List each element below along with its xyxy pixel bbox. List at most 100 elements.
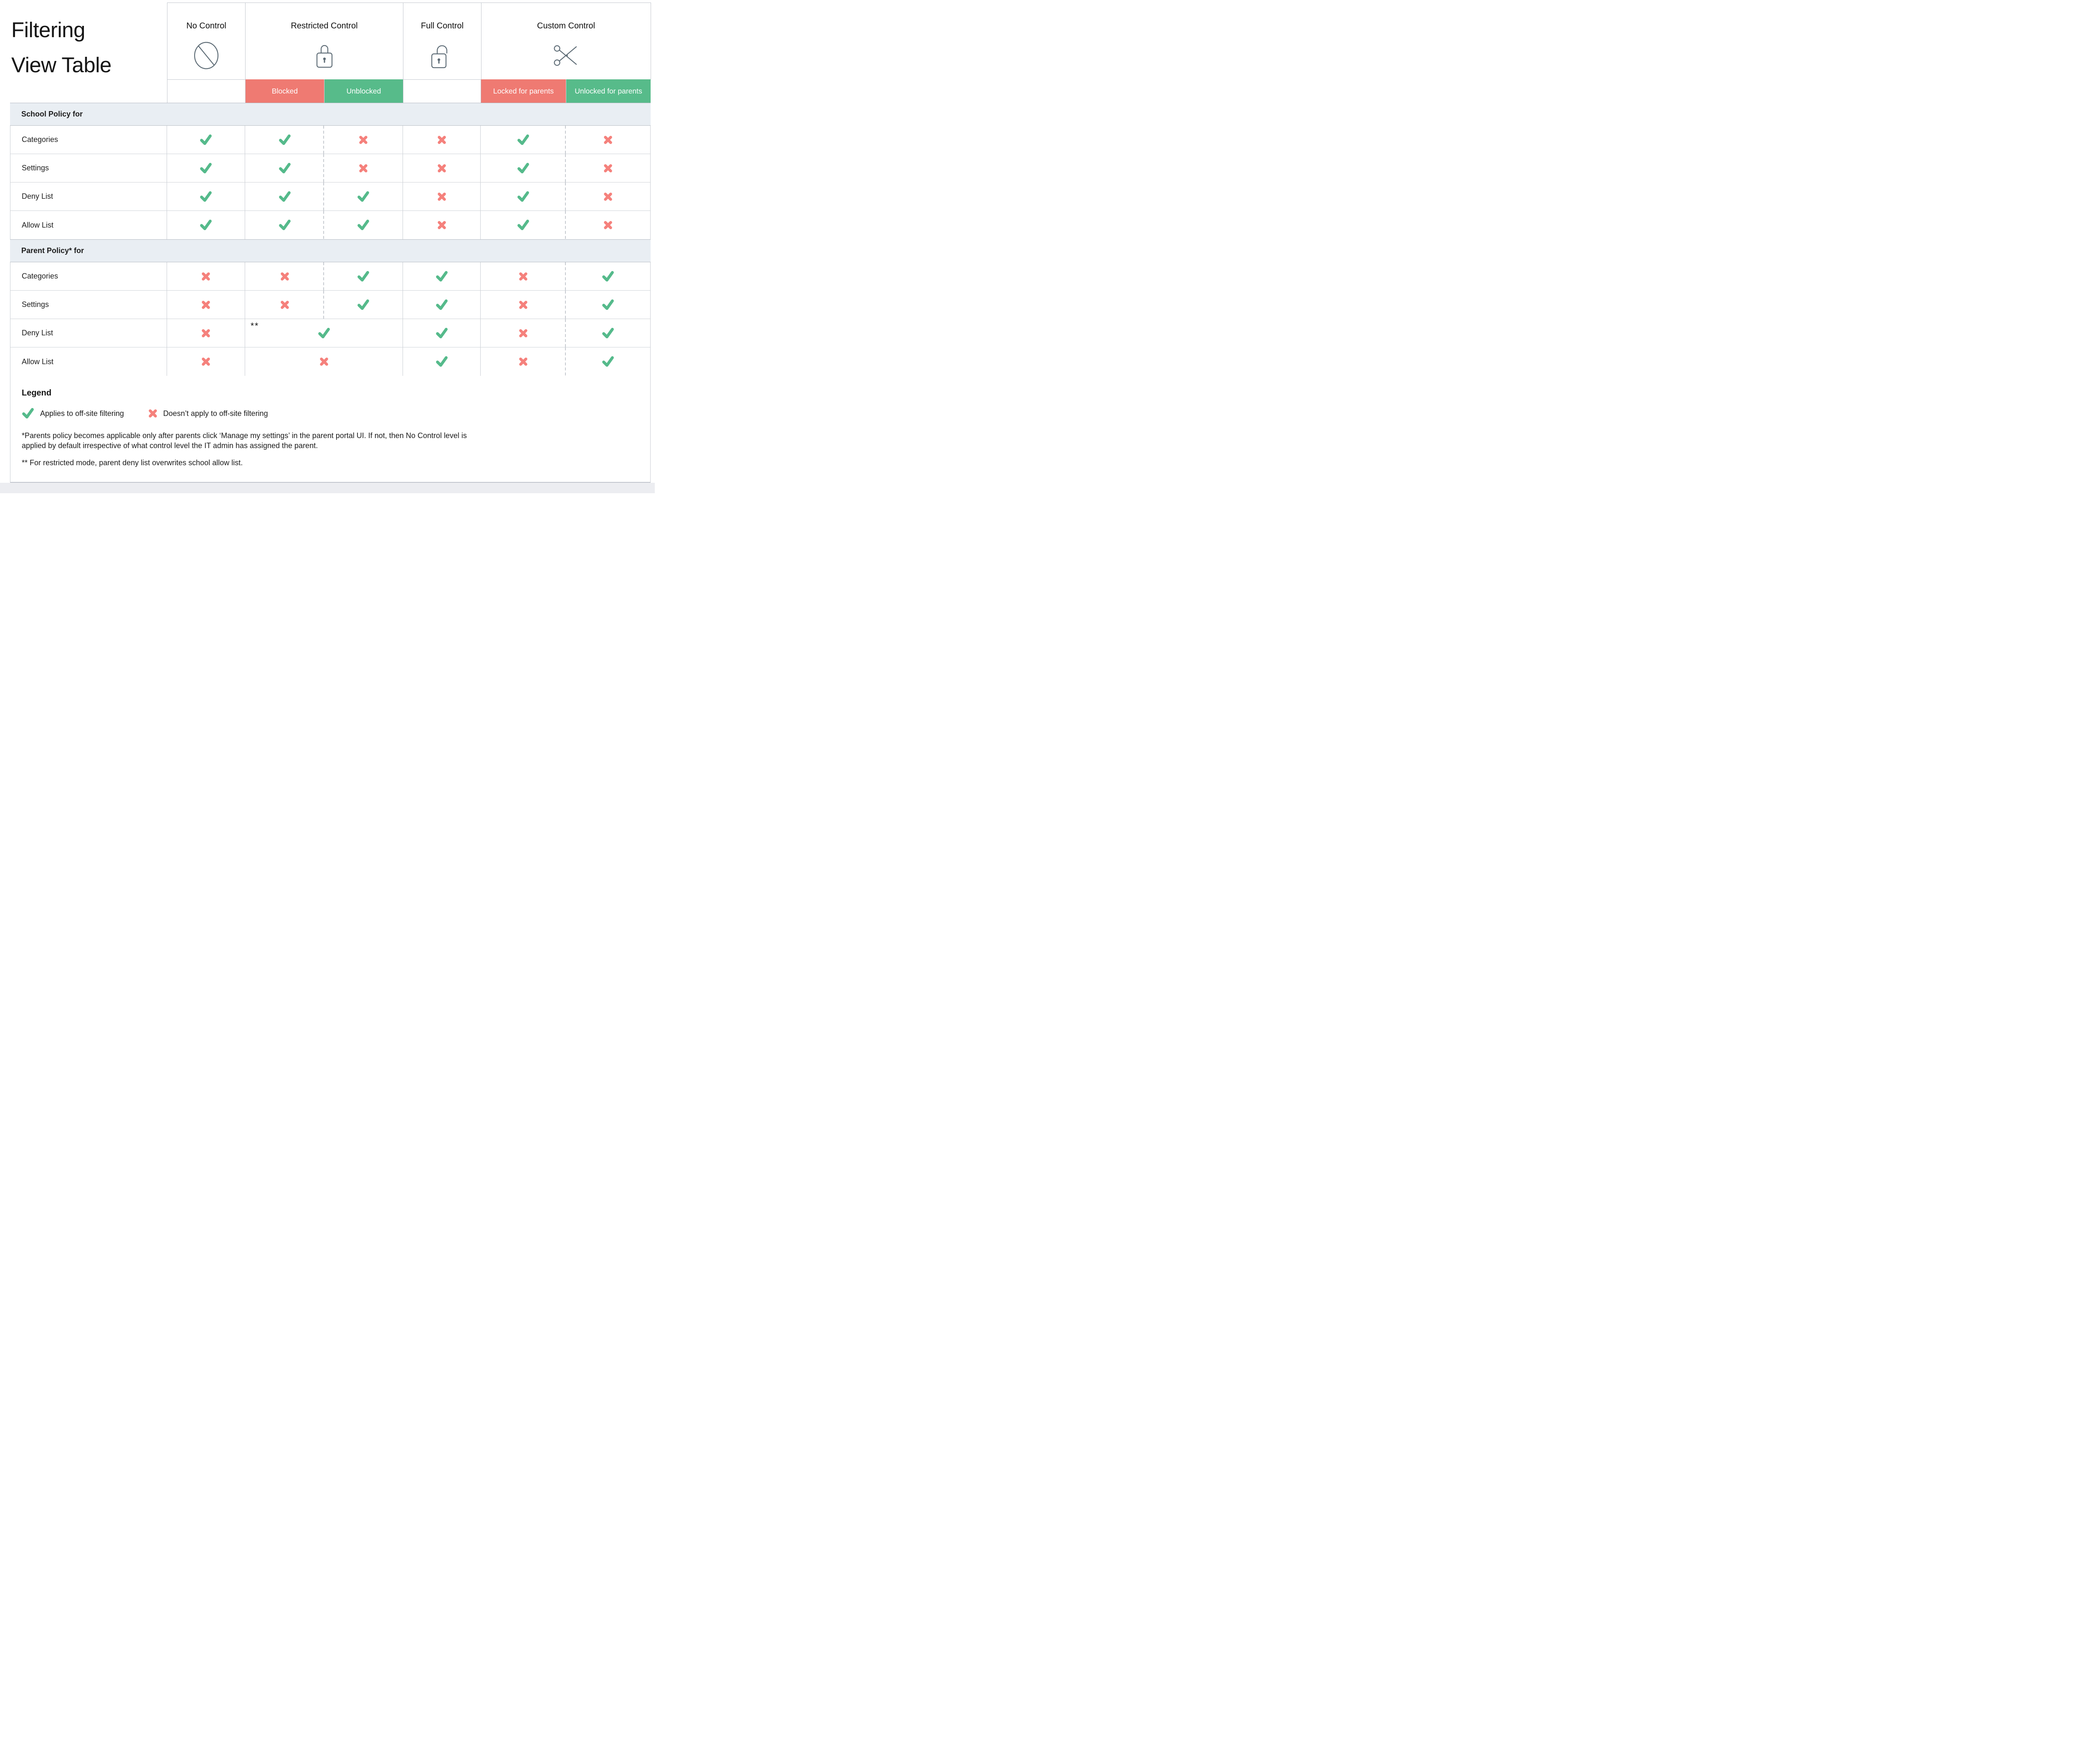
policy-cell — [167, 182, 245, 210]
policy-cell — [566, 154, 650, 182]
policy-cell — [167, 126, 245, 154]
check-icon — [517, 220, 529, 231]
policy-cell — [566, 347, 650, 376]
check-icon — [279, 162, 291, 173]
footnote-parent-policy: *Parents policy becomes applicable only … — [22, 431, 650, 451]
check-icon — [200, 191, 212, 202]
policy-cell — [481, 154, 566, 182]
policy-cell — [403, 211, 481, 239]
policy-cell — [403, 154, 481, 182]
cross-icon — [437, 135, 446, 144]
policy-cell: ** — [245, 319, 403, 347]
subheader-no-control-blank — [167, 79, 246, 103]
check-icon — [200, 220, 212, 231]
policy-cell — [403, 291, 481, 319]
policy-cell — [403, 182, 481, 210]
subheader-unblocked: Unblocked — [324, 79, 403, 103]
lock-closed-icon — [315, 38, 334, 79]
legend-item-check: Applies to off-site filtering — [22, 408, 124, 419]
policy-cell — [167, 154, 245, 182]
policy-cell — [566, 182, 650, 210]
policy-cell — [167, 262, 245, 290]
policy-cell — [566, 211, 650, 239]
parent-policy-rows: Categories Settings Deny List ** Allow List — [10, 262, 651, 376]
policy-cell — [566, 262, 650, 290]
policy-cell — [324, 211, 403, 239]
table-row: Settings — [10, 291, 650, 319]
policy-cell — [481, 211, 566, 239]
column-title: Restricted Control — [291, 21, 358, 30]
cross-icon — [280, 300, 289, 309]
section-header-parent-policy: Parent Policy* for — [10, 239, 651, 262]
policy-cell — [245, 347, 403, 376]
row-label: Settings — [10, 291, 167, 319]
cross-icon — [604, 135, 612, 144]
policy-cell — [403, 126, 481, 154]
cross-icon — [359, 164, 367, 172]
policy-cell — [167, 319, 245, 347]
check-icon — [436, 327, 448, 338]
cross-icon — [202, 300, 210, 309]
school-policy-rows: Categories Settings Deny List Allow List — [10, 126, 651, 239]
check-icon — [318, 327, 330, 338]
table-row: Allow List — [10, 347, 650, 376]
policy-cell — [481, 291, 566, 319]
check-icon — [279, 220, 291, 231]
column-title: No Control — [186, 21, 226, 30]
check-icon — [436, 271, 448, 281]
check-icon — [602, 271, 614, 281]
column-header-no-control: No Control — [167, 3, 246, 80]
check-icon — [436, 356, 448, 367]
check-icon — [22, 408, 34, 419]
policy-cell — [245, 291, 324, 319]
check-icon — [517, 134, 529, 145]
check-icon — [357, 271, 369, 281]
cross-icon — [202, 272, 210, 281]
policy-cell — [167, 347, 245, 376]
column-title: Custom Control — [537, 21, 595, 30]
check-icon — [436, 299, 448, 310]
table-row: Categories — [10, 126, 650, 154]
row-label: Categories — [10, 126, 167, 154]
page-title: Filtering View Table — [11, 13, 111, 83]
column-header-custom-control: Custom Control — [481, 3, 651, 80]
row-label: Settings — [10, 154, 167, 182]
legend-check-label: Applies to off-site filtering — [40, 409, 124, 418]
cross-icon — [437, 221, 446, 229]
cross-icon — [280, 272, 289, 281]
policy-cell — [324, 126, 403, 154]
policy-cell — [403, 347, 481, 376]
footnote-restricted-mode: ** For restricted mode, parent deny list… — [22, 459, 243, 467]
check-icon — [279, 134, 291, 145]
cross-icon — [519, 300, 527, 309]
check-icon — [357, 299, 369, 310]
cross-icon — [319, 357, 328, 366]
check-icon — [200, 162, 212, 173]
cross-icon — [149, 409, 157, 418]
footnote-line2: applied by default irrespective of what … — [22, 441, 318, 450]
check-icon — [200, 134, 212, 145]
row-label: Allow List — [10, 211, 167, 239]
policy-cell — [481, 347, 566, 376]
cross-icon — [202, 357, 210, 366]
policy-cell — [481, 126, 566, 154]
table-row: Deny List ** — [10, 319, 650, 347]
subheader-unlocked-for-parents: Unlocked for parents — [566, 79, 651, 103]
policy-cell — [167, 211, 245, 239]
lock-open-icon — [431, 38, 454, 79]
check-icon — [517, 191, 529, 202]
policy-cell — [245, 262, 324, 290]
policy-cell — [481, 319, 566, 347]
footnote-marker: ** — [251, 321, 259, 331]
check-icon — [602, 356, 614, 367]
policy-cell — [403, 319, 481, 347]
cross-icon — [202, 329, 210, 337]
policy-cell — [324, 182, 403, 210]
cross-icon — [519, 357, 527, 366]
cross-icon — [519, 272, 527, 281]
column-header-restricted-control: Restricted Control — [245, 3, 403, 80]
policy-cell — [566, 291, 650, 319]
page-bottom-strip — [0, 483, 655, 493]
section-title: School Policy for — [21, 110, 83, 118]
footnote-line1: *Parents policy becomes applicable only … — [22, 431, 467, 440]
